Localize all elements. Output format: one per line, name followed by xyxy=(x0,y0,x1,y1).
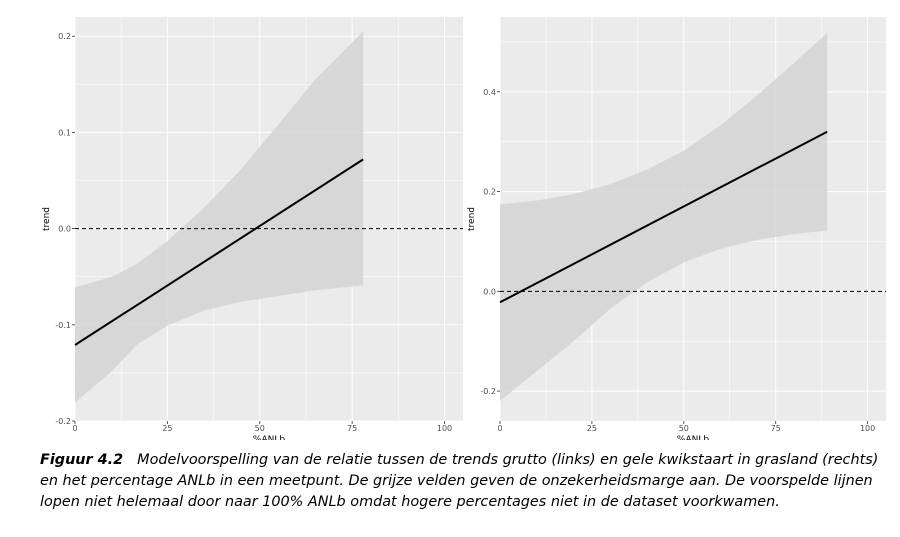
right-trend-line xyxy=(499,130,828,304)
left-y-axis-title: trend xyxy=(42,207,52,231)
figure-caption: Figuur 4.2 Modelvoorspelling van de relat… xyxy=(40,450,900,513)
right-y-axis-title: trend xyxy=(467,207,477,231)
right-y-tick-label: 0.2 xyxy=(483,188,496,197)
left-x-tick-label: 0 xyxy=(72,424,77,433)
right-x-tick-label: 100 xyxy=(860,424,875,433)
right-x-tick-label: 0 xyxy=(497,424,502,433)
left-y-tick-label: 0.1 xyxy=(58,128,71,137)
right-x-tick-label: 50 xyxy=(679,424,689,433)
left-y-tick-label: 0.0 xyxy=(58,225,71,234)
left-trend-line xyxy=(74,158,364,346)
left-y-tick-label: -0.2 xyxy=(55,417,71,426)
left-x-tick-label: 75 xyxy=(347,424,357,433)
left-x-tick-label: 50 xyxy=(255,424,265,433)
right-y-tick-label: 0.0 xyxy=(483,287,496,296)
right-x-tick-label: 75 xyxy=(771,424,781,433)
left-x-axis-title: %ANLb xyxy=(253,435,285,440)
chart-panel-right: -0.2 0.0 0.2 0.4 0 25 50 75 100 %ANLb trend xyxy=(467,17,886,440)
left-y-tick-label: -0.1 xyxy=(55,321,71,330)
left-confidence-ribbon xyxy=(75,31,364,403)
caption-text: Modelvoorspelling van de relatie tussen … xyxy=(40,452,879,510)
left-x-tick-label: 25 xyxy=(162,424,172,433)
right-x-tick-label: 25 xyxy=(587,424,597,433)
right-y-tick-label: 0.4 xyxy=(483,88,496,97)
left-x-tick-label: 100 xyxy=(437,424,452,433)
left-y-tick-label: 0.2 xyxy=(58,32,71,41)
caption-label: Figuur 4.2 xyxy=(40,452,124,468)
figure: -0.2 -0.1 0.0 0.1 0.2 0 25 50 75 100 %ANLb trend -0… xyxy=(42,17,886,440)
right-y-tick-label: -0.2 xyxy=(480,387,496,396)
right-x-axis-title: %ANLb xyxy=(677,435,709,440)
chart-panel-left: -0.2 -0.1 0.0 0.1 0.2 0 25 50 75 100 %ANLb trend xyxy=(42,17,463,440)
